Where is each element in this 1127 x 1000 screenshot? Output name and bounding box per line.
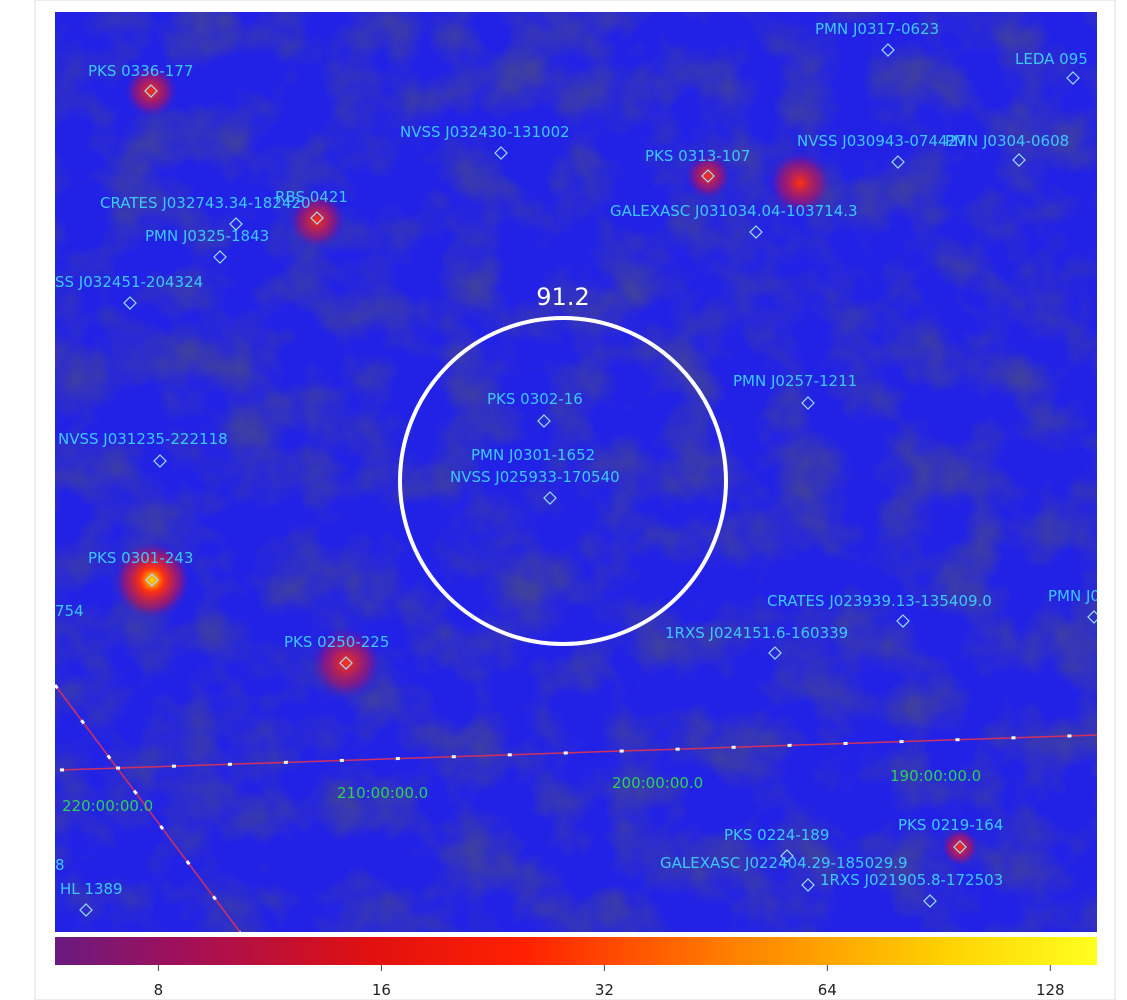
source-label: 1RXS J021905.8-172503 — [820, 871, 1003, 889]
source-label: PMN J0325-1843 — [145, 227, 269, 245]
source-label: PKS 0313-107 — [645, 147, 750, 165]
source-label: GALEXASC J031034.04-103714.3 — [610, 202, 858, 220]
source-label: PKS 0224-189 — [724, 826, 829, 844]
grid-label: 220:00:00.0 — [62, 797, 153, 815]
source-label: NVSS J032430-131002 — [400, 123, 570, 141]
sky-map: 91.2 PMN J0317-0623 LEDA 095 PKS 0336-177 N… — [55, 12, 1110, 932]
source-label: 8 — [55, 856, 65, 874]
source-label: PMN J0257-1211 — [733, 372, 857, 390]
source-label: PKS 0301-243 — [88, 549, 193, 567]
circle-label: 91.2 — [536, 283, 589, 311]
source-label: NVSS J031235-222118 — [58, 430, 228, 448]
grid-label: 200:00:00.0 — [612, 774, 703, 792]
source-label: PMN J0317-0623 — [815, 20, 939, 38]
colorbar-tick-label: 32 — [595, 981, 614, 999]
source-label: NVSS J030943-074427 — [797, 132, 967, 150]
source-label: 1RXS J024151.6-160339 — [665, 624, 848, 642]
colorbar-tick-label: 64 — [818, 981, 837, 999]
source-label: PMN J0304-0608 — [945, 132, 1069, 150]
source-label: SS J032451-204324 — [55, 273, 203, 291]
source-label: LEDA 095 — [1015, 50, 1088, 68]
grid-label: 190:00:00.0 — [890, 767, 981, 785]
source-label: 754 — [55, 602, 84, 620]
source-label: PKS 0302-16 — [487, 390, 583, 408]
colorbar — [55, 937, 1097, 965]
colorbar-tick-label: 16 — [372, 981, 391, 999]
source-label: NVSS J025933-170540 — [450, 468, 620, 486]
colorbar-tick-label: 8 — [154, 981, 164, 999]
screen: 91.2 PMN J0317-0623 LEDA 095 PKS 0336-177 N… — [0, 0, 1127, 1000]
source-label: PKS 0250-225 — [284, 633, 389, 651]
source-label: CRATES J023939.13-135409.0 — [767, 592, 992, 610]
source-label: PMN J0301-1652 — [471, 446, 595, 464]
source-label: PKS 0336-177 — [88, 62, 193, 80]
source-label: RBS 0421 — [275, 188, 348, 206]
source-label: HL 1389 — [60, 880, 123, 898]
source-label: PKS 0219-164 — [898, 816, 1003, 834]
grid-label: 210:00:00.0 — [337, 784, 428, 802]
colorbar-tick-label: 128 — [1036, 981, 1065, 999]
source-label: GALEXASC J022404.29-185029.9 — [660, 854, 908, 872]
